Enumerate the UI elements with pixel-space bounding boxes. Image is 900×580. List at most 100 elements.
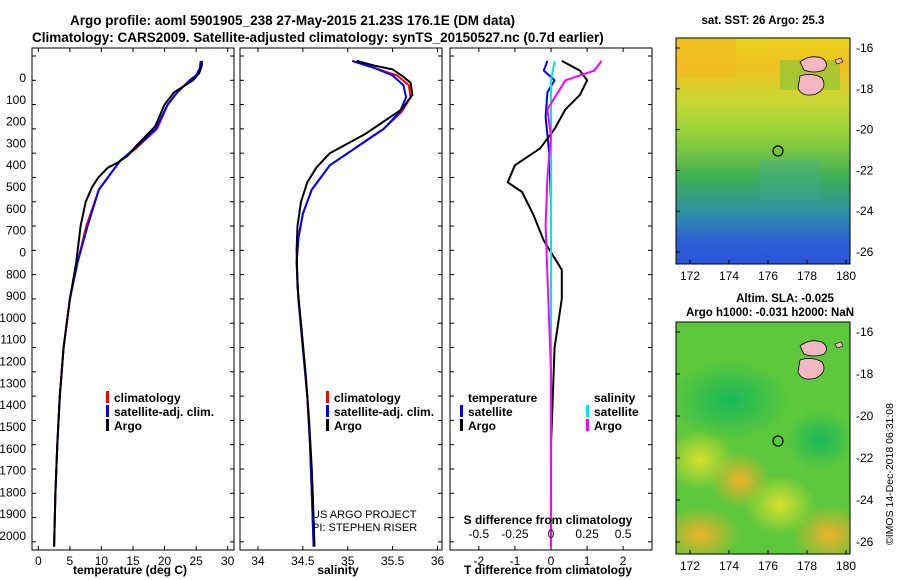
island-outline	[799, 340, 827, 357]
salinity-legend: climatology satellite-adj. clim. Argo	[326, 391, 434, 433]
x-tick-label: 0	[35, 554, 42, 568]
legend-temperature-heading: temperature	[468, 391, 538, 405]
sla-map: Altim. SLA: -0.025 Argo h1000: -0.031 h2…	[675, 293, 874, 573]
legend-argo-swatch	[106, 419, 109, 431]
legend-climatology-label: climatology	[334, 391, 401, 405]
depth-tick-label: 1400	[0, 398, 26, 412]
legend-climatology-label: climatology	[114, 391, 181, 405]
depth-tick-label: 0	[19, 71, 26, 85]
x-tick-label: 30	[221, 554, 235, 568]
series-line-argo	[53, 60, 203, 547]
x-tick-label: 1	[584, 554, 591, 568]
x-tick-label: 20	[158, 554, 172, 568]
map-x-tick-label: 174	[719, 269, 739, 283]
x-tick-label: 5	[67, 554, 74, 568]
x-tick-label: 34	[251, 554, 265, 568]
sla-map-x-axis: 172 174 176 178 180	[680, 550, 856, 573]
argo-location-marker	[772, 435, 784, 447]
map-y-tick-label: -26	[856, 245, 874, 259]
s-difference-tick-label: 0.25	[575, 527, 599, 541]
island-outline	[799, 56, 827, 73]
map-y-tick-label: -24	[856, 204, 874, 218]
sla-map-y-axis: -16 -18 -20 -22 -24 -26	[676, 325, 874, 549]
legend-salinity-satellite-swatch	[586, 405, 589, 417]
x-tick-label: -1	[510, 554, 521, 568]
s-difference-axis-label: S difference from climatology	[464, 513, 633, 527]
s-difference-tick-label: -0.25	[501, 527, 529, 541]
depth-tick-label: 600	[6, 202, 26, 216]
x-tick-label: 0	[548, 554, 555, 568]
temperature-x-axis: 0 5 10 15 20 25 30	[35, 48, 235, 568]
depth-tick-label: 1300	[0, 376, 26, 390]
figure-title-line1: Argo profile: aoml 5901905_238 27-May-20…	[70, 13, 515, 28]
x-tick-label: 36	[431, 554, 445, 568]
difference-profiles	[506, 60, 603, 547]
sla-map-title-line2: Argo h1000: -0.031 h2000: NaN	[686, 307, 854, 319]
depth-tick-label: 300	[6, 136, 26, 150]
t-difference-axis-label: T difference from climatology	[464, 563, 632, 577]
temperature-plot-frame	[31, 47, 235, 551]
credit-pi: PI: STEPHEN RISER	[312, 522, 417, 534]
legend-climatology-swatch	[106, 391, 109, 403]
map-x-tick-label: 180	[836, 269, 856, 283]
map-y-tick-label: -22	[856, 451, 874, 465]
depth-tick-label: 1800	[0, 485, 26, 499]
argo-location-marker	[772, 145, 784, 157]
map-y-tick-label: -20	[856, 409, 874, 423]
legend-satellite-swatch	[106, 405, 109, 417]
depth-tick-label: 1700	[0, 464, 26, 478]
depth-tick-label: 200	[6, 115, 26, 129]
depth-tick-label: 1900	[0, 507, 26, 521]
series-line-satellite-adj-clim-	[53, 60, 203, 547]
salinity-panel: 34 34.5 35 35.5 36 salinity climatology sate…	[239, 47, 445, 577]
legend-argo-swatch	[326, 419, 329, 431]
series-line-climatology	[295, 59, 412, 547]
legend-satellite-swatch	[326, 405, 329, 417]
legend-argo-label: Argo	[334, 419, 362, 433]
island-outline	[797, 74, 825, 96]
salinity-axis-label: salinity	[317, 563, 359, 577]
s-difference-tick-label: -0.5	[469, 527, 490, 541]
depth-tick-label: 800	[6, 267, 26, 281]
depth-tick-label: 400	[6, 158, 26, 172]
depth-tick-label: 700	[6, 224, 26, 238]
legend-temperature-satellite-label: satellite	[468, 405, 513, 419]
map-x-tick-label: 180	[836, 559, 856, 573]
s-difference-tick-label: 0	[548, 527, 555, 541]
series-line-temperature-argo	[506, 60, 589, 547]
depth-tick-label: 0	[19, 245, 26, 259]
depth-axis: 0 100 200 300 400 500 600 700 0 800 900 1000 1100 120…	[0, 71, 26, 543]
salinity-profiles	[295, 59, 414, 547]
legend-salinity-heading: salinity	[594, 391, 636, 405]
difference-panel: -2 -1 0 1 2 T difference from climatology S …	[449, 47, 653, 577]
x-tick-label: 34.5	[291, 554, 315, 568]
salinity-x-axis: 34 34.5 35 35.5 36	[251, 48, 445, 568]
sla-map-title-line1: Altim. SLA: -0.025	[736, 293, 834, 305]
legend-temperature-argo-swatch	[460, 419, 463, 431]
map-y-tick-label: -20	[856, 123, 874, 137]
figure-title-line2: Climatology: CARS2009. Satellite-adjuste…	[32, 30, 604, 45]
sst-map-frame	[675, 37, 851, 265]
map-x-tick-label: 172	[680, 559, 700, 573]
depth-tick-label: 500	[6, 180, 26, 194]
map-x-tick-label: 178	[797, 559, 817, 573]
legend-salinity-satellite-label: satellite	[594, 405, 639, 419]
island-outline	[797, 358, 825, 380]
s-difference-tick-label: 0.5	[615, 527, 632, 541]
map-x-tick-label: 172	[680, 269, 700, 283]
depth-tick-label: 900	[6, 289, 26, 303]
depth-tick-label: 1100	[0, 333, 26, 347]
sst-map-x-axis: 172 174 176 178 180	[680, 260, 856, 283]
legend-salinity-argo-label: Argo	[594, 419, 622, 433]
map-x-tick-label: 174	[719, 559, 739, 573]
depth-tick-label: 1200	[0, 355, 26, 369]
t-difference-x-axis: -2 -1 0 1 2	[474, 48, 627, 568]
x-tick-label: 25	[189, 554, 203, 568]
legend-satellite-label: satellite-adj. clim.	[334, 405, 434, 419]
temperature-legend: climatology satellite-adj. clim. Argo	[106, 391, 214, 433]
series-line-satellite-adj-clim-	[295, 59, 408, 547]
legend-temperature-satellite-swatch	[460, 405, 463, 417]
map-y-tick-label: -26	[856, 535, 874, 549]
depth-tick-label: 2000	[0, 529, 26, 543]
